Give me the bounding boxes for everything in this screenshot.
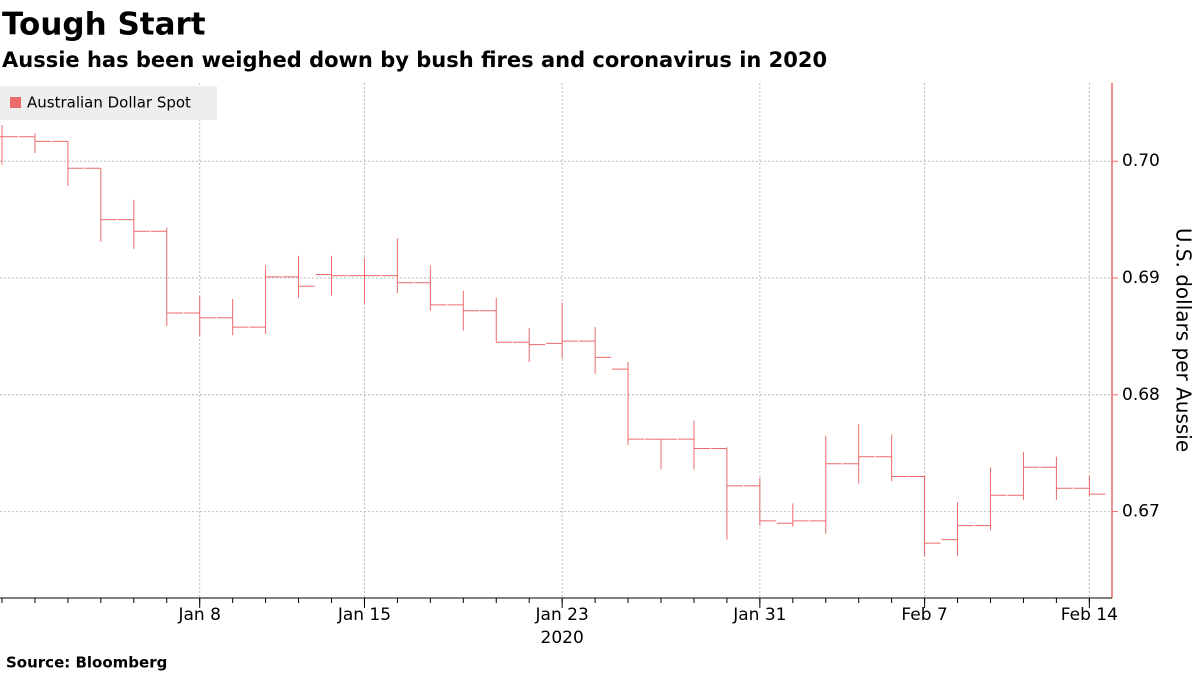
x-tick-label: Feb 14 [1061, 605, 1118, 625]
x-year-label: 2020 [541, 628, 584, 648]
y-tick-label: 0.70 [1122, 151, 1160, 171]
y-tick-label: 0.69 [1122, 268, 1160, 288]
x-tick-label: Jan 8 [177, 605, 220, 625]
legend-swatch [10, 97, 21, 108]
x-tick-label: Feb 7 [901, 605, 947, 625]
y-tick-label: 0.68 [1122, 385, 1160, 405]
x-tick-label: Jan 23 [535, 605, 589, 625]
chart-title: Tough Start [2, 7, 206, 43]
legend-box [0, 86, 217, 120]
chart-subtitle: Aussie has been weighed down by bush fir… [2, 48, 827, 72]
y-axis-label: U.S. dollars per Aussie [1172, 228, 1196, 452]
y-tick-label: 0.67 [1122, 502, 1160, 522]
legend-label: Australian Dollar Spot [27, 94, 191, 112]
x-tick-label: Jan 15 [337, 605, 391, 625]
x-tick-label: Jan 31 [732, 605, 786, 625]
source: Source: Bloomberg [6, 654, 167, 672]
